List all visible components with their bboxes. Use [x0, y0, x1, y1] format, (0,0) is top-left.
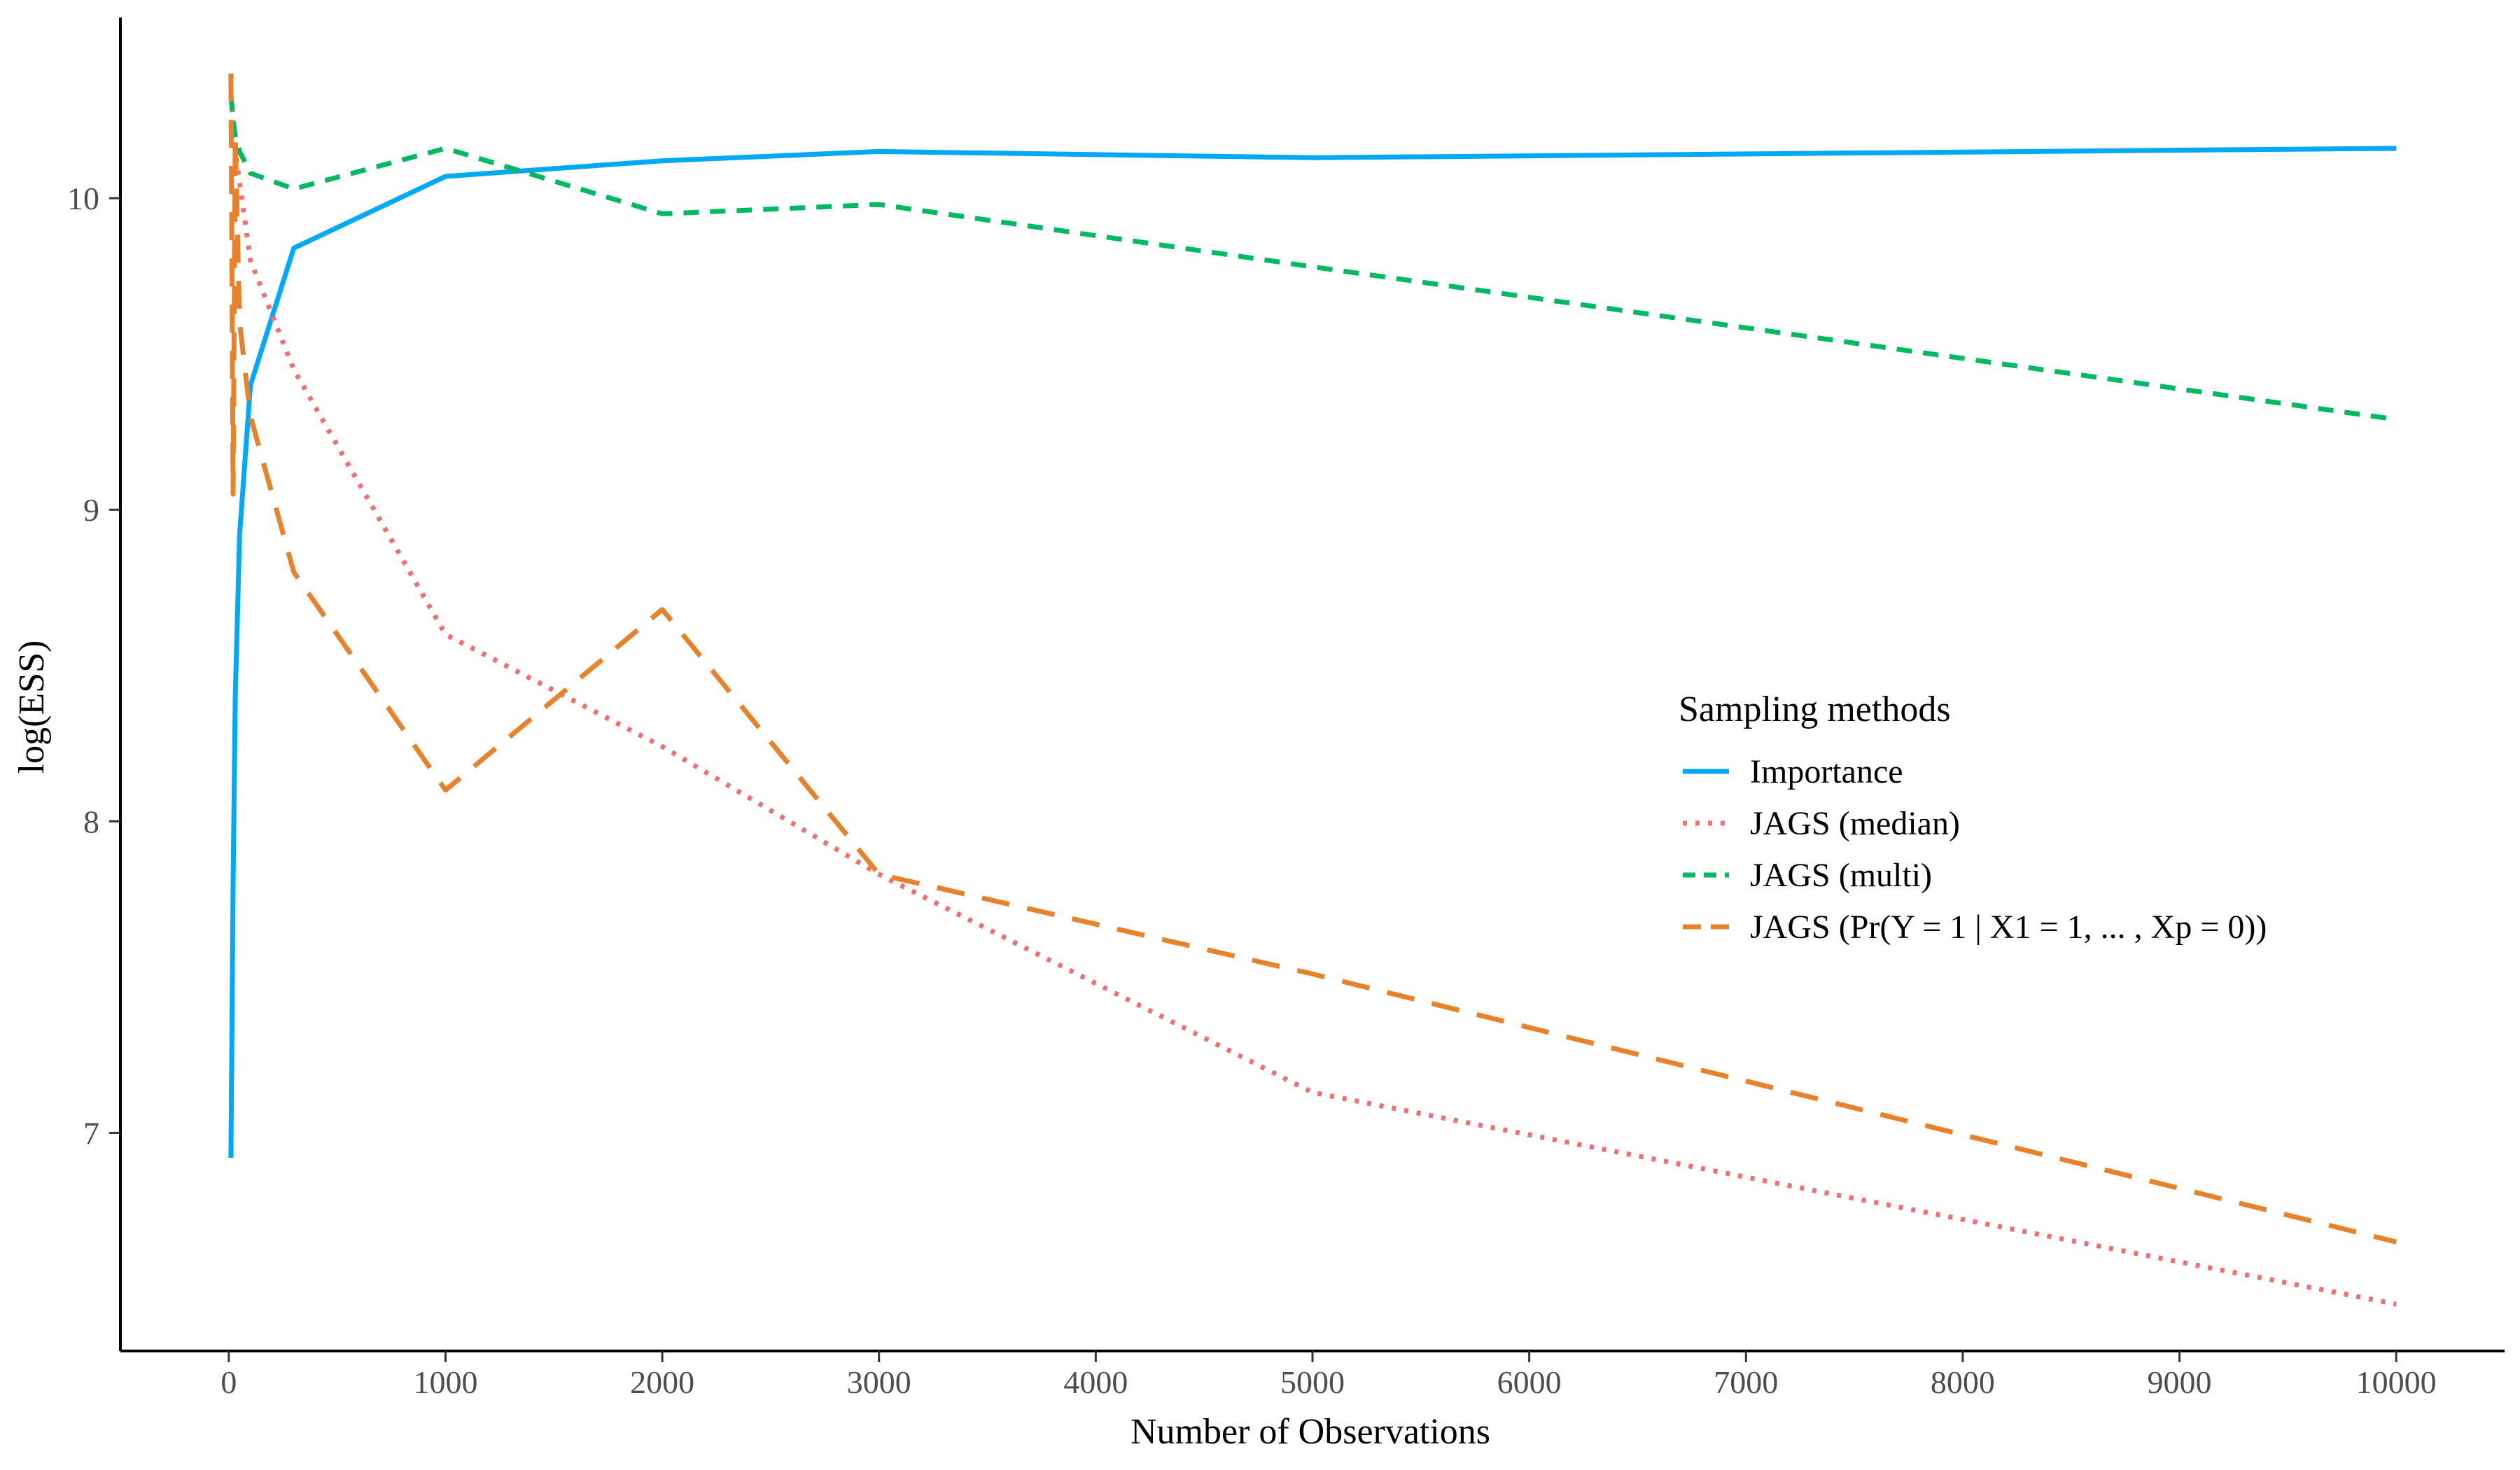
series-line-jags-pr-y-1-x1-1-xp-0	[228, 74, 2398, 1245]
x-axis-ticks: 0 1000 2000 3000 4000 5000 6000 7000 8000 9000 100…	[220, 1351, 2437, 1400]
x-tick-label: 2000	[630, 1364, 694, 1400]
series-line-jags-multi	[228, 94, 2397, 422]
legend-item: Importance	[1683, 753, 1903, 790]
y-axis-title: log(ESS)	[12, 640, 52, 774]
legend-label: JAGS (median)	[1750, 805, 1960, 842]
x-tick-label: 5000	[1280, 1364, 1345, 1400]
legend-label: JAGS (Pr(Y = 1 | X1 = 1, ... , Xp = 0))	[1750, 909, 2267, 946]
y-axis-ticks: 7 8 9 10	[67, 181, 120, 1151]
x-tick-label: 0	[220, 1364, 237, 1400]
legend-items: Importance JAGS (median) JAGS (multi) JAGS …	[1683, 753, 2267, 946]
legend-label: Importance	[1750, 753, 1903, 790]
x-tick-label: 4000	[1063, 1364, 1128, 1400]
x-tick-label: 9000	[2148, 1364, 2212, 1400]
axes: 0 1000 2000 3000 4000 5000 6000 7000 8000 9000 100…	[67, 18, 2505, 1400]
plot-series	[228, 74, 2398, 1307]
x-tick-label: 1000	[413, 1364, 477, 1400]
legend-item: JAGS (median)	[1683, 805, 1960, 842]
x-axis-title: Number of Observations	[1130, 1412, 1490, 1452]
y-tick-label: 9	[83, 492, 99, 528]
legend-item: JAGS (multi)	[1683, 857, 1932, 894]
legend-item: JAGS (Pr(Y = 1 | X1 = 1, ... , Xp = 0))	[1683, 909, 2267, 946]
y-tick-label: 10	[67, 181, 99, 216]
series-importance	[228, 146, 2397, 1158]
y-tick-label: 7	[83, 1115, 99, 1151]
series-line-importance	[228, 146, 2397, 1158]
y-tick-label: 8	[83, 804, 99, 839]
x-tick-label: 8000	[1931, 1364, 1995, 1400]
legend: Sampling methods Importance JAGS (median)…	[1679, 690, 2267, 946]
legend-label: JAGS (multi)	[1750, 857, 1932, 894]
x-tick-label: 7000	[1714, 1364, 1778, 1400]
legend-title: Sampling methods	[1679, 690, 1951, 729]
x-tick-label: 10000	[2356, 1364, 2437, 1400]
x-tick-label: 6000	[1497, 1364, 1562, 1400]
x-tick-label: 3000	[847, 1364, 911, 1400]
series-jags-pr-y-1-x1-1-xp-0	[228, 74, 2398, 1245]
